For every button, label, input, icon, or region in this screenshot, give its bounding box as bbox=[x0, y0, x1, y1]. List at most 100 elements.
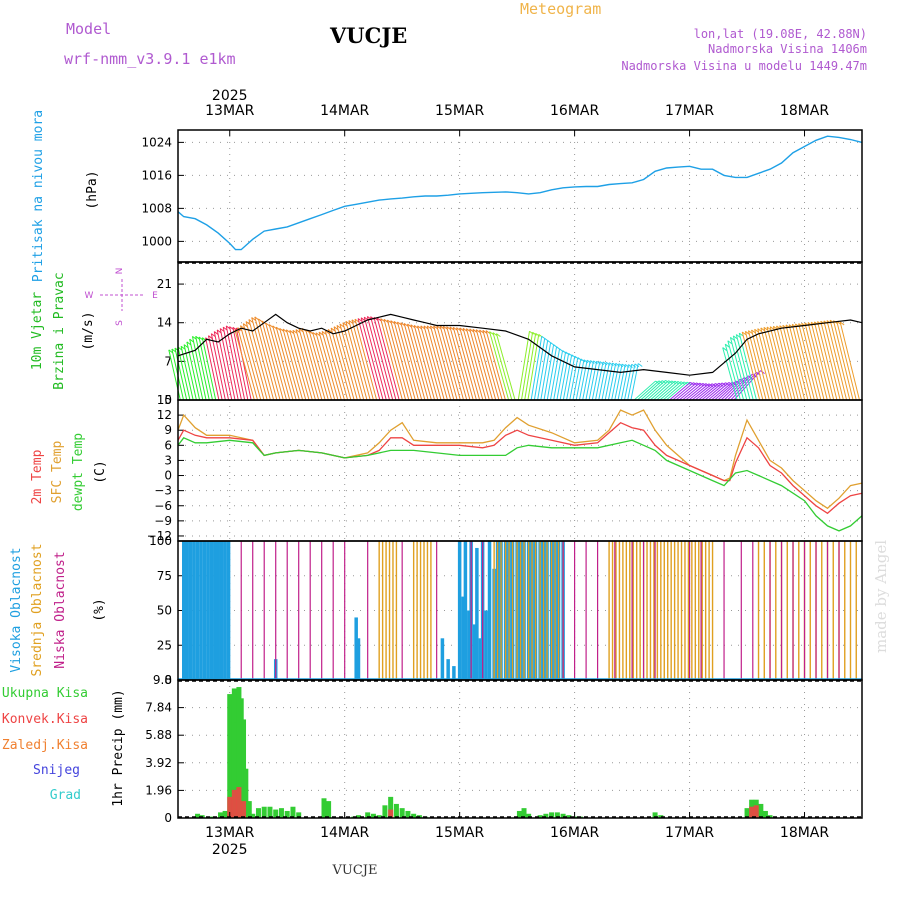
temperature-panel-bg bbox=[178, 400, 862, 541]
wind-barb-tick bbox=[208, 335, 213, 340]
temp-ylabel-sfc: SFC Temp bbox=[50, 441, 65, 504]
wind-barb bbox=[275, 327, 297, 401]
cloud-bar-high bbox=[354, 617, 358, 680]
precip-bar-total bbox=[382, 805, 388, 818]
cloud-bar-low bbox=[596, 541, 599, 680]
wind-barb bbox=[413, 325, 436, 401]
wind-barb bbox=[295, 329, 316, 401]
precip-legend-0: Ukupna Kisa bbox=[2, 686, 88, 701]
cloud-bar-low bbox=[574, 541, 576, 680]
wind-barb bbox=[201, 337, 217, 401]
wind-barb bbox=[751, 329, 770, 401]
precip-bar-total bbox=[537, 815, 543, 818]
wind-barb bbox=[627, 363, 636, 401]
wind-barb-tick bbox=[609, 362, 614, 367]
wind-barb-tick bbox=[348, 320, 354, 324]
precip-bar-total bbox=[246, 801, 252, 818]
cloud-bar-low bbox=[838, 541, 840, 680]
precip-bar-total bbox=[222, 810, 228, 818]
wind-barb bbox=[836, 321, 857, 401]
cloud-bar-low bbox=[769, 541, 771, 680]
temperature-ytick-label: −12 bbox=[147, 529, 172, 543]
pressure-unit: (hPa) bbox=[85, 170, 100, 209]
wind-barb-tick bbox=[621, 363, 627, 368]
credit-text: made by Angel bbox=[872, 540, 890, 653]
precip-bar-total bbox=[549, 812, 555, 818]
wind-barb bbox=[729, 337, 748, 401]
precip-bar-total bbox=[560, 813, 566, 818]
compass-e: E bbox=[152, 291, 158, 301]
precipitation-ytick-label: 7.84 bbox=[145, 701, 172, 715]
cloud-ylabel-mid: Srednja Oblacnost bbox=[30, 543, 45, 676]
wind-barb bbox=[475, 329, 497, 401]
wind-barb bbox=[333, 326, 355, 401]
wind-barb bbox=[582, 360, 591, 401]
wind-barb bbox=[757, 328, 777, 401]
wind-barb bbox=[205, 337, 220, 401]
wind-barb bbox=[537, 340, 549, 401]
precip-bar-total bbox=[261, 806, 267, 818]
wind-barb bbox=[370, 316, 394, 401]
wind-barb bbox=[649, 380, 673, 401]
wind-barb bbox=[675, 382, 697, 401]
wind-barb-tick bbox=[234, 329, 240, 334]
temperature-ytick-label: 15 bbox=[157, 393, 172, 407]
cloud-bar-low bbox=[700, 541, 702, 680]
wind-barb bbox=[268, 324, 291, 401]
temp-ylabel-dewpt: dewpt Temp bbox=[71, 433, 86, 511]
wind-barb-tick bbox=[766, 326, 772, 331]
wind-barb bbox=[682, 382, 704, 401]
cloud-bar-high bbox=[192, 541, 196, 680]
wind-barb-tick bbox=[168, 349, 174, 354]
wind-barb bbox=[198, 336, 213, 401]
wind-barb bbox=[339, 323, 362, 401]
pressure-ytick-label: 1000 bbox=[141, 234, 172, 248]
wind-barb bbox=[741, 331, 761, 401]
wind-barb bbox=[788, 324, 809, 401]
wind-barb bbox=[659, 381, 682, 401]
wind-barb bbox=[595, 361, 604, 401]
cloud-bar-high bbox=[181, 541, 186, 680]
wind-barb bbox=[672, 382, 694, 401]
compass-n: N bbox=[115, 268, 125, 275]
wind-barb-tick bbox=[315, 332, 321, 337]
cloud-bar-low bbox=[275, 541, 277, 680]
precip-bar-total bbox=[376, 815, 382, 818]
precip-bar-total bbox=[355, 815, 361, 818]
wind-barb bbox=[354, 319, 378, 401]
elevation-text: Nadmorska Visina 1406m bbox=[708, 42, 867, 56]
wind-barb bbox=[685, 383, 707, 401]
wind-barb bbox=[588, 361, 598, 401]
cloud-bar-high bbox=[223, 541, 227, 680]
cloud-bar-low bbox=[436, 541, 438, 680]
wind-barb bbox=[617, 364, 626, 401]
precip-ylabel: 1hr Precip (mm) bbox=[111, 689, 126, 806]
cloud-unit: (%) bbox=[92, 598, 107, 621]
cloud-bar-low bbox=[298, 541, 300, 680]
pressure-ylabel: Pritisak na nivou mora bbox=[31, 110, 46, 282]
precip-bar-conv bbox=[753, 805, 759, 818]
wind-barb bbox=[219, 328, 236, 401]
wind-barb-tick bbox=[466, 328, 471, 333]
wind-barb bbox=[321, 331, 342, 401]
coords-text: lon,lat (19.08E, 42.88N) bbox=[694, 27, 867, 41]
wind-barb-tick bbox=[446, 326, 451, 330]
precip-bar-total bbox=[250, 813, 256, 818]
wind-barb bbox=[390, 320, 413, 401]
wind-barb bbox=[426, 325, 448, 401]
wind-barb-tick bbox=[748, 330, 753, 335]
wind-barb-tick bbox=[345, 320, 351, 325]
wind-barb bbox=[342, 322, 365, 401]
wind-barb bbox=[817, 321, 838, 401]
wind-ytick-label: 21 bbox=[157, 277, 172, 291]
wind-barb bbox=[604, 362, 614, 401]
wind-barb bbox=[640, 380, 663, 401]
wind-barb bbox=[312, 332, 333, 401]
wind-barb bbox=[722, 347, 738, 401]
wind-barb-tick bbox=[240, 325, 245, 330]
temperature-ytick-label: 6 bbox=[164, 438, 172, 452]
wind-barb bbox=[704, 382, 726, 401]
wind-barb bbox=[578, 360, 588, 401]
pressure-panel-bg bbox=[178, 130, 862, 262]
wind-barb bbox=[232, 327, 249, 401]
